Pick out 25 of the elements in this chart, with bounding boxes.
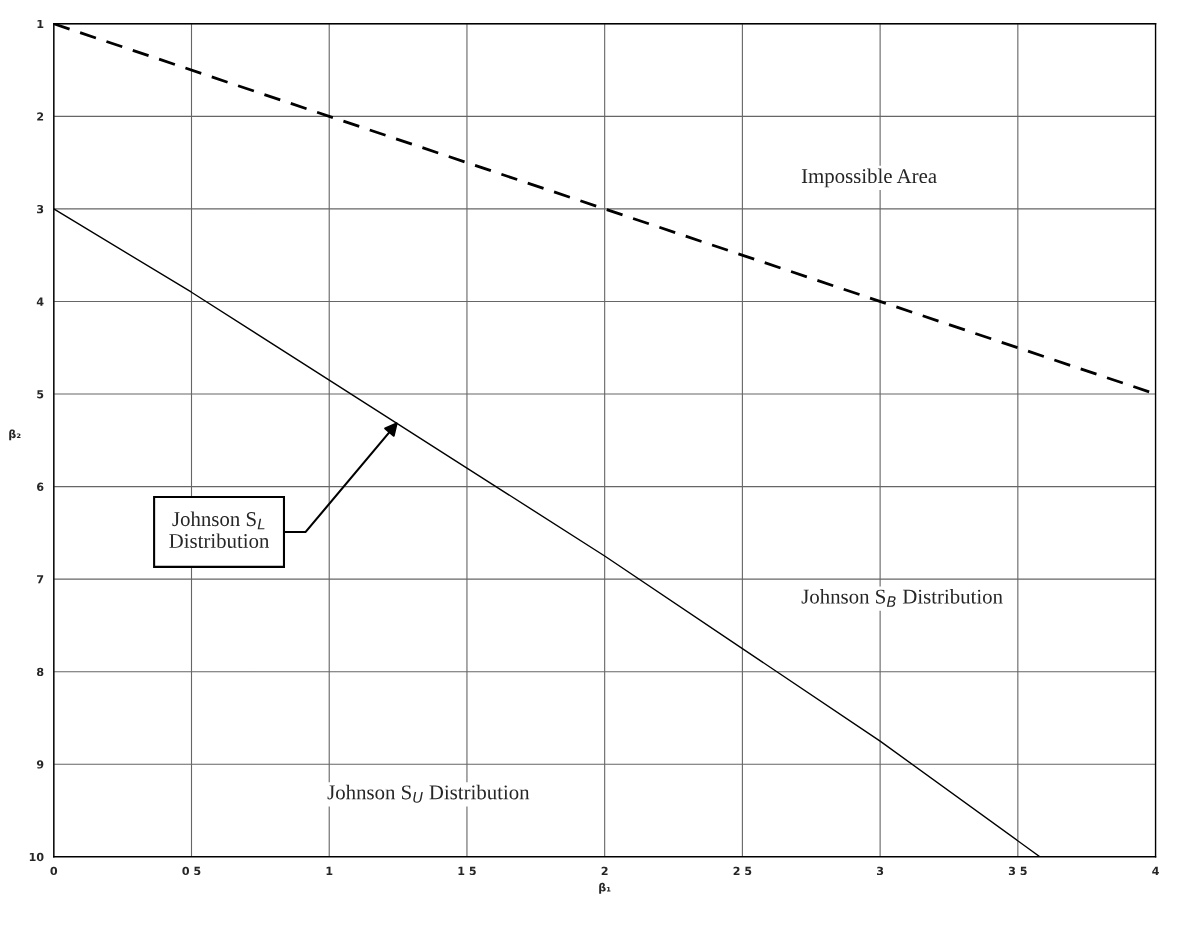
annotation: Johnson S$_{B}$ Distribution [801,589,1003,607]
x-tick-label: 0 [50,866,58,876]
y-tick-label: 6 [37,482,44,491]
annotation: Johnson S$_{U}$ Distribution [327,784,530,803]
y-tick-label: 8 [37,667,44,677]
y-tick-label: 9 [36,760,44,769]
x-tick-label: 1 [326,866,333,875]
y-axis-title: β₂ [9,429,21,441]
x-tick-label: 0 5 [182,866,201,876]
annotation: Impossible Area [801,168,937,188]
annotation: Johnson S$_{L}$ Distribution [169,511,270,549]
x-tick-label: 3 5 [1008,866,1027,876]
y-tick-label: 10 [29,852,44,862]
x-tick-label: 4 [1152,866,1159,875]
x-tick-label: 2 5 [733,866,752,876]
y-tick-label: 5 [37,390,44,399]
x-tick-label: 1 5 [458,866,476,876]
x-tick-label: 2 [601,866,608,875]
y-tick-label: 7 [37,575,44,584]
x-axis-title: β₁ [599,882,611,894]
y-tick-label: 2 [37,112,44,121]
y-tick-label: 4 [36,297,44,306]
x-tick-label: 3 [877,866,884,876]
y-tick-label: 3 [37,204,44,214]
y-tick-label: 1 [37,19,44,29]
